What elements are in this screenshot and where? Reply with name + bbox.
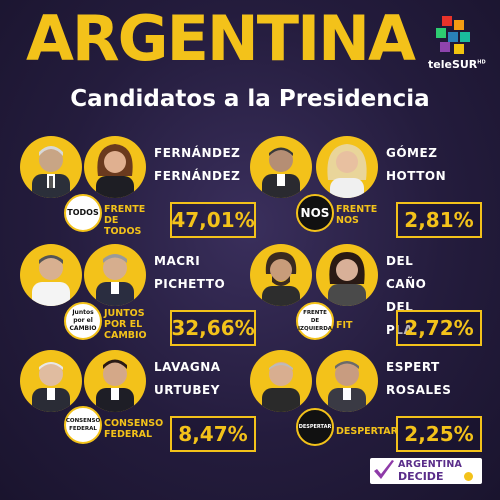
percent-box: 2,72% (396, 310, 482, 346)
candidate-photo-vice (316, 136, 378, 198)
president-name: MACRI (154, 254, 201, 268)
badge-line2: DECIDE (398, 470, 444, 483)
sun-icon (464, 472, 473, 481)
president-name: DEL CAÑO (386, 254, 427, 291)
telesur-brand: teleSURHD (428, 58, 490, 71)
president-name: LAVAGNA (154, 360, 221, 374)
candidate-names: LAVAGNA URTUBEY (154, 356, 221, 402)
candidate-photo-vice (84, 136, 146, 198)
checkmark-icon (372, 459, 396, 487)
candidate-names: FERNÁNDEZ FERNÁNDEZ (154, 142, 240, 188)
party-logo-todos-icon: TODOS (64, 194, 102, 232)
vice-name: PICHETTO (154, 277, 226, 291)
candidate-names: MACRI PICHETTO (154, 250, 225, 296)
candidate-names: ESPERT ROSALES (386, 356, 451, 402)
party-name: FRENTE DE TODOS (104, 204, 146, 237)
percent-box: 2,81% (396, 202, 482, 238)
brand-suffix: HD (477, 59, 486, 66)
candidate-photo-president (250, 244, 312, 306)
brand-name: teleSUR (428, 58, 478, 71)
party-logo-consenso-icon: CONSENSO FEDERAL (64, 406, 102, 444)
percent-box: 2,25% (396, 416, 482, 452)
telesur-logo-icon (428, 14, 488, 74)
percent-box: 32,66% (170, 310, 256, 346)
party-name: CONSENSO FEDERAL (104, 418, 164, 440)
party-logo-nos-icon: NOS (296, 194, 334, 232)
page-title: ARGENTINA (25, 2, 416, 75)
vice-name: FERNÁNDEZ (154, 169, 241, 183)
party-logo-fit-icon: FRENTE DE IZQUIERDA (296, 302, 334, 340)
vice-name: ROSALES (386, 383, 452, 397)
percent-box: 8,47% (170, 416, 256, 452)
candidate-photo-vice (316, 244, 378, 306)
party-logo-despertar-icon: DESPERTAR (296, 408, 334, 446)
page-subtitle: Candidatos a la Presidencia (70, 86, 430, 112)
vice-name: HOTTON (386, 169, 447, 183)
president-name: GÓMEZ (386, 146, 438, 160)
percent-box: 47,01% (170, 202, 256, 238)
candidate-photo-president (20, 136, 82, 198)
party-name: FRENTE NOS (336, 204, 378, 226)
party-logo-cambio-icon: Juntos por el CAMBIO (64, 302, 102, 340)
argentina-decide-badge: ARGENTINA DECIDE (370, 458, 482, 484)
candidate-photo-vice (84, 350, 146, 412)
candidate-names: GÓMEZ HOTTON (386, 142, 446, 188)
candidate-photo-president (20, 244, 82, 306)
president-name: FERNÁNDEZ (154, 146, 241, 160)
candidate-photo-president (250, 136, 312, 198)
candidate-photo-president (250, 350, 312, 412)
party-name: DESPERTAR (336, 426, 398, 437)
party-name: FIT (336, 320, 353, 331)
party-name: JUNTOS POR EL CAMBIO (104, 308, 147, 341)
candidate-photo-vice (316, 350, 378, 412)
candidate-photo-president (20, 350, 82, 412)
candidate-photo-vice (84, 244, 146, 306)
badge-line1: ARGENTINA (398, 459, 463, 470)
vice-name: URTUBEY (154, 383, 220, 397)
president-name: ESPERT (386, 360, 440, 374)
